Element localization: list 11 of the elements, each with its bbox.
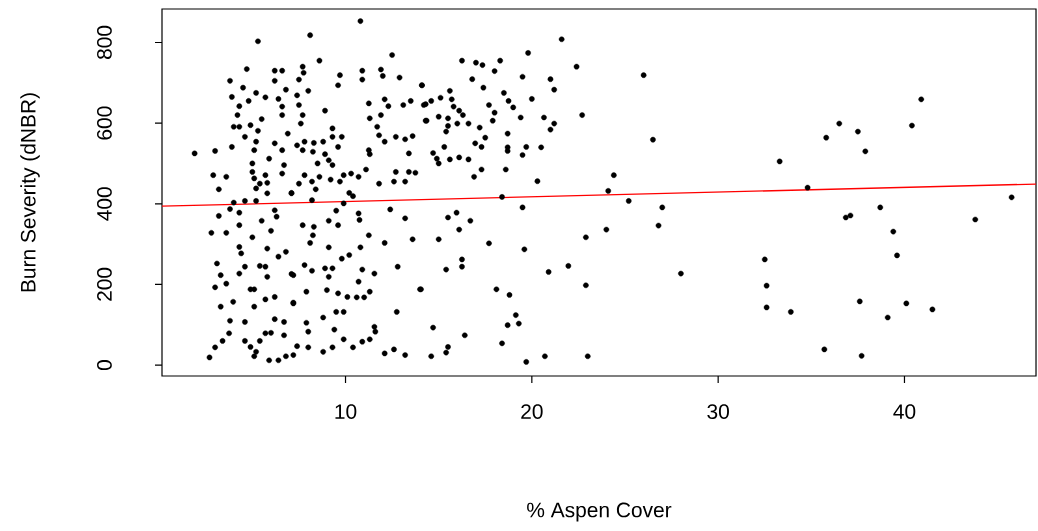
y-axis-title: Burn Severity (dNBR) (20, 93, 40, 292)
x-tick-label: 20 (521, 404, 543, 419)
x-tick-label: 10 (335, 404, 357, 419)
y-tick-label: 0 (97, 360, 112, 371)
y-tick-label: 200 (97, 267, 112, 301)
x-tick-label: 40 (893, 404, 916, 419)
y-tick-label: 600 (97, 106, 112, 140)
x-tick-label: 30 (707, 404, 729, 419)
y-tick-label: 800 (97, 25, 112, 60)
y-tick-label: 400 (97, 187, 112, 221)
x-axis-title: % Aspen Cover (527, 502, 672, 522)
